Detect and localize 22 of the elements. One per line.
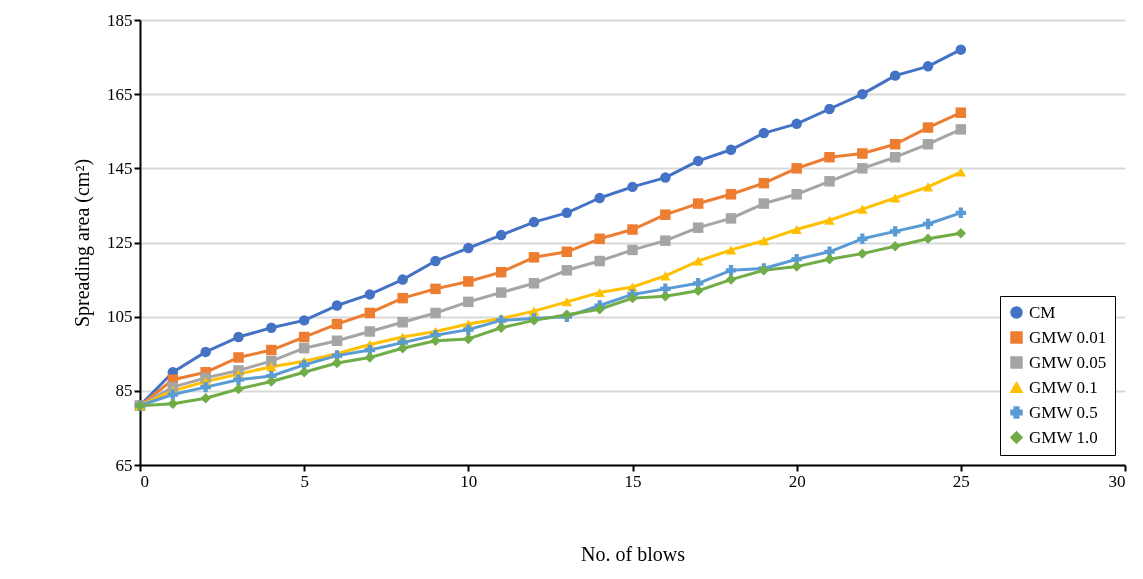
x-tick-label: 5: [300, 471, 309, 491]
x-tick-label: 0: [140, 471, 149, 491]
legend-label: GMW 1.0: [1029, 427, 1098, 447]
x-axis-title: No. of blows: [581, 542, 686, 565]
y-axis-title: Spreading area (cm²): [71, 158, 94, 328]
y-tick-label: 165: [107, 84, 133, 104]
legend-label: GMW 0.01: [1029, 327, 1107, 347]
x-tick-label: 10: [460, 471, 478, 491]
x-tick-label: 20: [788, 471, 806, 491]
x-tick-label: 15: [624, 471, 642, 491]
legend-label: GMW 0.05: [1029, 352, 1107, 372]
y-tick-label: 145: [107, 158, 133, 178]
legend-label: GMW 0.5: [1029, 402, 1098, 422]
y-tick-label: 65: [115, 455, 133, 475]
legend-label: GMW 0.1: [1029, 377, 1098, 397]
y-tick-label: 185: [107, 10, 133, 30]
y-tick-label: 85: [115, 381, 133, 401]
legend-label: CM: [1029, 302, 1056, 322]
y-tick-label: 105: [107, 307, 133, 327]
y-tick-label: 125: [107, 233, 133, 252]
x-tick-label: 30: [1108, 471, 1126, 491]
x-tick-label: 25: [952, 471, 970, 491]
